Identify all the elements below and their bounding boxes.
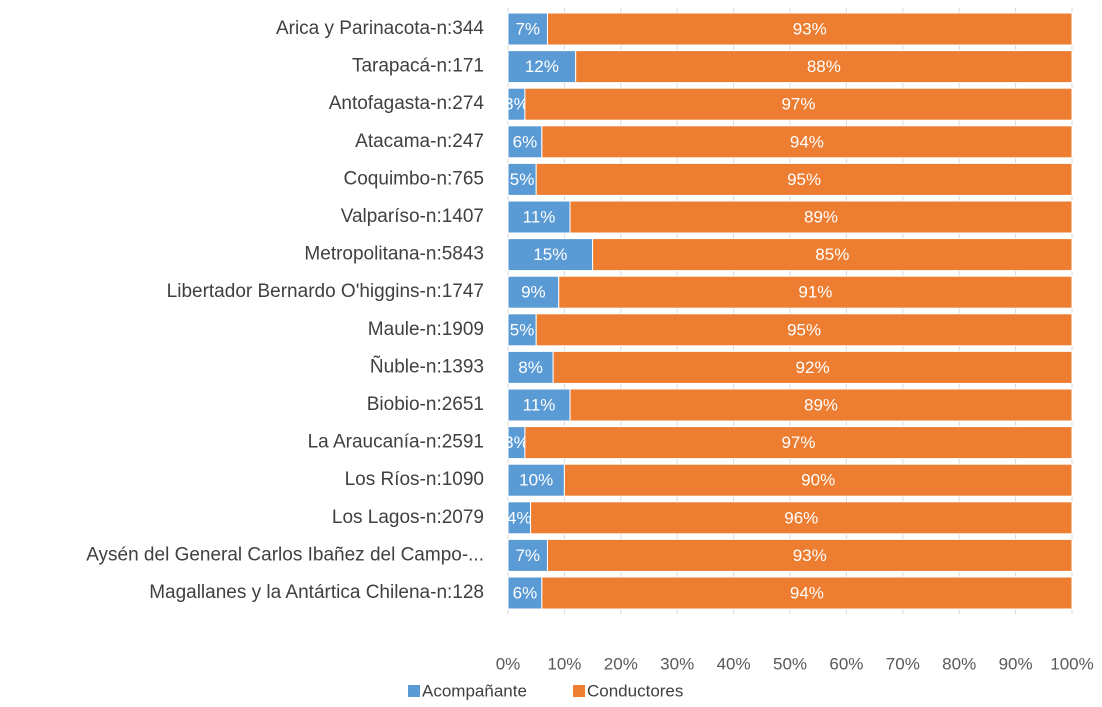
legend-swatch — [408, 685, 420, 697]
value-label: 3% — [504, 433, 529, 452]
y-tick-label: Tarapacá-n:171 — [352, 56, 484, 77]
x-tick-label: 60% — [829, 654, 863, 673]
bar-segment — [569, 200, 1073, 234]
y-tick-label: Los Ríos-n:1090 — [345, 469, 484, 490]
value-label: 89% — [804, 395, 838, 414]
bar-segment — [569, 388, 1073, 422]
value-label: 95% — [787, 170, 821, 189]
bar-segment — [558, 275, 1073, 309]
value-label: 96% — [784, 508, 818, 527]
bar-segment — [535, 313, 1073, 347]
value-label: 93% — [793, 19, 827, 38]
y-tick-label: Antofagasta-n:274 — [329, 93, 485, 114]
y-tick-label: Valparíso-n:1407 — [341, 206, 484, 227]
value-label: 89% — [804, 207, 838, 226]
bar-segment — [592, 238, 1073, 272]
bar-segment — [507, 538, 548, 572]
bar-segment — [507, 388, 571, 422]
value-label: 7% — [515, 546, 540, 565]
bar-segment — [524, 87, 1073, 121]
bar-segment — [524, 426, 1073, 460]
value-label: 95% — [787, 320, 821, 339]
y-tick-label: Los Lagos-n:2079 — [332, 507, 484, 528]
value-label: 91% — [798, 283, 832, 302]
bar-segment — [552, 350, 1073, 384]
value-label: 11% — [523, 395, 556, 414]
y-tick-label: Coquimbo-n:765 — [344, 168, 484, 189]
bar-segment — [507, 576, 543, 610]
bar-segment — [507, 350, 554, 384]
bar-segment — [507, 238, 594, 272]
bar-segment — [530, 501, 1073, 535]
value-label: 5% — [510, 320, 535, 339]
x-tick-label: 10% — [547, 654, 581, 673]
bar-segment — [546, 538, 1073, 572]
y-tick-label: Magallanes y la Antártica Chilena-n:128 — [149, 582, 484, 603]
value-label: 10% — [519, 471, 553, 490]
value-label: 7% — [515, 19, 540, 38]
value-label: 92% — [796, 358, 830, 377]
legend-swatch — [573, 685, 585, 697]
value-label: 8% — [518, 358, 543, 377]
x-tick-label: 20% — [604, 654, 638, 673]
value-label: 9% — [521, 283, 546, 302]
value-label: 94% — [790, 583, 824, 602]
y-tick-label: Ñuble-n:1393 — [370, 355, 484, 377]
bar-segment — [541, 576, 1073, 610]
value-label: 11% — [523, 207, 556, 226]
value-label: 3% — [504, 95, 529, 114]
value-label: 97% — [781, 95, 815, 114]
bar-segment — [563, 463, 1073, 497]
bar-segment — [541, 125, 1073, 159]
value-label: 6% — [513, 583, 538, 602]
value-label: 85% — [815, 245, 849, 264]
y-tick-label: Aysén del General Carlos Ibañez del Camp… — [86, 544, 484, 565]
value-label: 4% — [507, 508, 532, 527]
bar-segment — [507, 12, 548, 46]
y-tick-label: Libertador Bernardo O'higgins-n:1747 — [167, 281, 484, 302]
value-label: 94% — [790, 132, 824, 151]
value-label: 5% — [510, 170, 535, 189]
bar-segment — [575, 50, 1073, 84]
x-tick-label: 40% — [717, 654, 751, 673]
x-tick-label: 80% — [942, 654, 976, 673]
y-tick-label: Atacama-n:247 — [355, 131, 484, 152]
y-tick-label: Metropolitana-n:5843 — [304, 244, 484, 265]
value-label: 90% — [801, 471, 835, 490]
x-tick-label: 100% — [1050, 654, 1093, 673]
value-label: 12% — [525, 57, 559, 76]
x-tick-label: 30% — [660, 654, 694, 673]
value-label: 6% — [513, 132, 538, 151]
y-tick-label: Maule-n:1909 — [368, 319, 484, 340]
x-tick-label: 90% — [999, 654, 1033, 673]
bar-segment — [535, 162, 1073, 196]
legend-label: Acompañante — [422, 681, 527, 700]
legend-label: Conductores — [587, 681, 683, 700]
x-tick-label: 50% — [773, 654, 807, 673]
value-label: 93% — [793, 546, 827, 565]
bar-segment — [507, 275, 560, 309]
value-label: 88% — [807, 57, 841, 76]
bar-segment — [546, 12, 1073, 46]
y-tick-label: Arica y Parinacota-n:344 — [276, 18, 484, 39]
value-label: 97% — [781, 433, 815, 452]
x-tick-label: 0% — [496, 654, 521, 673]
y-tick-label: Biobio-n:2651 — [367, 394, 484, 415]
value-label: 15% — [533, 245, 567, 264]
y-tick-label: La Araucanía-n:2591 — [308, 432, 484, 453]
x-tick-label: 70% — [886, 654, 920, 673]
